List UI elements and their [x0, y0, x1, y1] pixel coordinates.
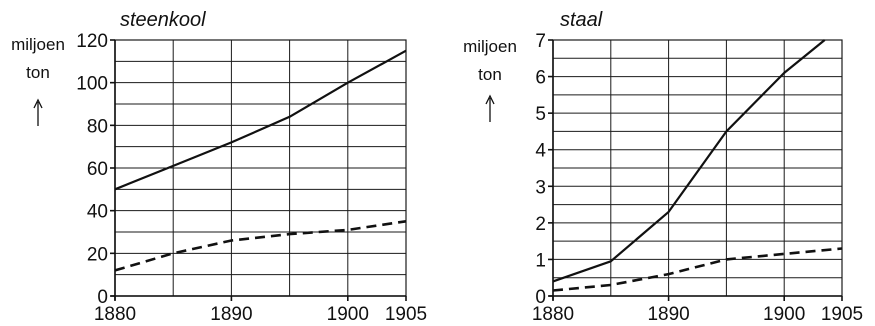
y-tick-label: 0 [535, 287, 546, 308]
y-tick-label: 60 [87, 159, 108, 180]
y-axis-unit-label: miljoen [463, 37, 517, 56]
y-tick-label: 4 [535, 141, 546, 162]
chart-title: steenkool [120, 9, 206, 31]
x-tick-label: 1900 [763, 304, 805, 325]
up-arrow-head [33, 98, 43, 109]
y-tick-label: 6 [535, 68, 546, 89]
dashed-series-line [552, 247, 843, 292]
y-tick-label: 5 [535, 104, 546, 125]
chart-title: staal [560, 9, 603, 31]
staal-chart: 0 1 2 3 4 5 6 7 1880 1890 1900 1905 staal miljoen ton [463, 9, 863, 325]
y-tick-label: 80 [87, 116, 108, 137]
x-tick-label: 1890 [210, 304, 252, 325]
solid-series-line [114, 49, 407, 191]
x-tick-label: 1880 [532, 304, 574, 325]
x-tick-label: 1905 [821, 304, 863, 325]
y-axis-unit-label: ton [26, 63, 50, 82]
x-tick-label: 1890 [647, 304, 689, 325]
y-tick-label: 1 [535, 250, 546, 271]
y-tick-label: 0 [97, 287, 108, 308]
y-tick-label: 40 [87, 202, 108, 223]
y-tick-label: 3 [535, 177, 546, 198]
y-axis-unit-label: miljoen [11, 35, 65, 54]
y-tick-label: 120 [76, 31, 108, 52]
y-tick-label: 7 [535, 31, 546, 52]
x-tick-label: 1905 [385, 304, 427, 325]
x-tick-label: 1880 [94, 304, 136, 325]
x-tick-label: 1900 [327, 304, 369, 325]
steenkool-chart: 0 20 40 60 80 100 120 1880 1890 1900 1905 steenkool… [11, 9, 427, 325]
y-axis-unit-label: ton [478, 65, 502, 84]
y-tick-label: 100 [76, 74, 108, 95]
y-tick-label: 2 [535, 214, 546, 235]
y-tick-label: 20 [87, 244, 108, 265]
up-arrow-head [485, 94, 495, 105]
solid-series-line [552, 39, 826, 283]
dashed-series-line [114, 220, 407, 272]
